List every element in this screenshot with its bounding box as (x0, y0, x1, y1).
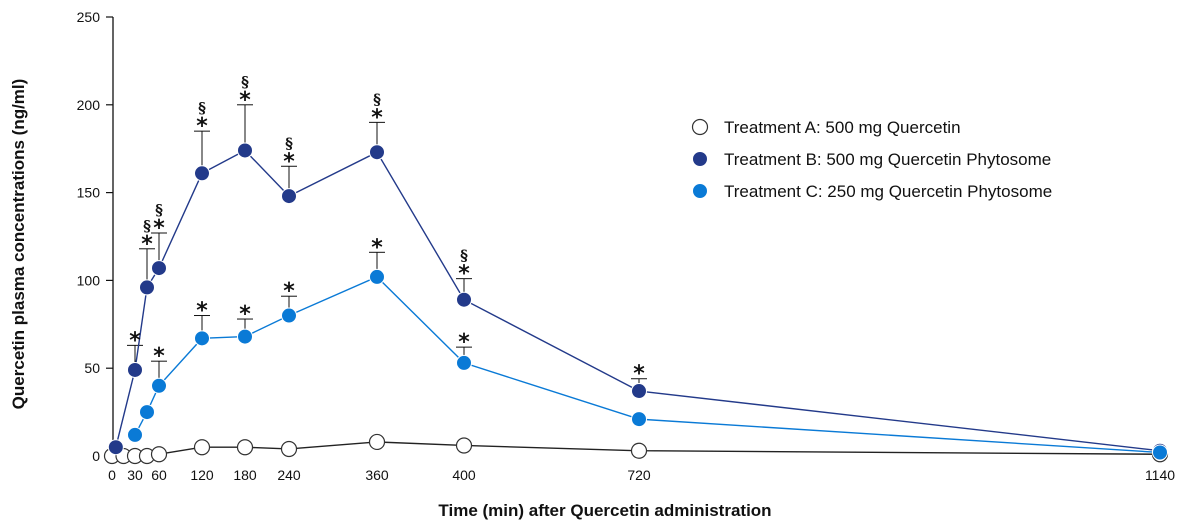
data-point (139, 404, 155, 421)
data-point (281, 307, 297, 324)
significance-star: * (458, 330, 470, 355)
significance-star: * (196, 114, 208, 139)
error-bars (127, 104, 647, 392)
x-tick-label: 1140 (1145, 467, 1175, 483)
data-point (127, 361, 143, 378)
legend-marker-3 (692, 183, 708, 199)
data-point (280, 440, 298, 458)
significance-star: * (239, 88, 251, 113)
legend-marker-1 (691, 118, 709, 136)
data-point (456, 291, 472, 308)
series-line-3 (134, 276, 1161, 454)
significance-section: § (241, 73, 249, 91)
y-tick-label: 100 (77, 272, 101, 288)
significance-star: * (153, 344, 165, 369)
data-point (631, 383, 647, 400)
significance-markers: **§ *§*§ *§*§*§*§*** **** (129, 73, 645, 387)
x-tick-label: 120 (190, 467, 214, 483)
significance-star: * (371, 235, 383, 260)
data-point (369, 268, 385, 285)
legend-marker-2 (692, 151, 708, 167)
data-point (368, 433, 386, 451)
data-point (151, 377, 167, 394)
significance-section: § (373, 90, 381, 108)
x-tick-label: 400 (452, 467, 476, 483)
data-point (369, 144, 385, 161)
y-axis-ticks: 0 50 100 150 200 250 (77, 9, 113, 464)
data-point (630, 442, 648, 459)
x-tick-label: 720 (627, 467, 651, 483)
y-axis-title: Quercetin plasma concentrations (ng/ml) (9, 79, 28, 410)
y-tick-label: 50 (84, 360, 100, 376)
legend-label-2: Treatment B: 500 mg Quercetin Phytosome (724, 150, 1051, 169)
x-tick-label: 180 (233, 467, 257, 483)
x-tick-label: 60 (151, 467, 167, 483)
x-tick-label: 0 (108, 467, 116, 483)
data-point (139, 279, 155, 296)
y-tick-label: 250 (77, 9, 101, 25)
data-point (194, 165, 210, 182)
significance-star: * (283, 279, 295, 304)
significance-star: * (153, 216, 165, 241)
significance-section: § (198, 99, 206, 117)
significance-star: * (371, 105, 383, 130)
data-point (455, 437, 473, 454)
x-tick-label: 240 (277, 467, 301, 483)
significance-section: § (460, 247, 468, 265)
significance-section: § (155, 201, 163, 219)
data-point (193, 439, 211, 456)
x-axis-ticks: 0 30 60 120 180 240 360 400 720 1140 (108, 467, 1175, 483)
significance-star: * (458, 262, 470, 287)
data-point (631, 411, 647, 428)
data-point (456, 354, 472, 371)
data-point (237, 328, 253, 345)
legend-label-1: Treatment A: 500 mg Quercetin (724, 118, 961, 137)
data-point (281, 188, 297, 205)
significance-section: § (285, 134, 293, 152)
data-point (151, 260, 167, 277)
x-tick-label: 30 (127, 467, 143, 483)
series-points (103, 142, 1169, 465)
legend: Treatment A: 500 mg Quercetin Treatment B… (691, 118, 1052, 201)
data-point (127, 426, 143, 443)
significance-star: * (196, 299, 208, 324)
significance-star: * (283, 149, 295, 174)
data-point (236, 439, 254, 456)
x-axis-title: Time (min) after Quercetin administratio… (438, 501, 771, 520)
data-point (107, 439, 124, 456)
y-tick-label: 150 (77, 185, 101, 201)
y-tick-label: 0 (92, 448, 100, 464)
significance-star: * (141, 232, 153, 257)
y-tick-label: 200 (77, 97, 101, 113)
data-point (150, 446, 168, 463)
x-tick-label: 360 (365, 467, 389, 483)
data-point (194, 330, 210, 347)
data-point (1152, 444, 1168, 461)
legend-label-3: Treatment C: 250 mg Quercetin Phytosome (724, 182, 1052, 201)
significance-star: * (633, 362, 645, 387)
data-point (237, 142, 253, 159)
significance-section: § (143, 217, 151, 235)
significance-star: * (239, 302, 251, 327)
significance-star: * (129, 328, 141, 353)
